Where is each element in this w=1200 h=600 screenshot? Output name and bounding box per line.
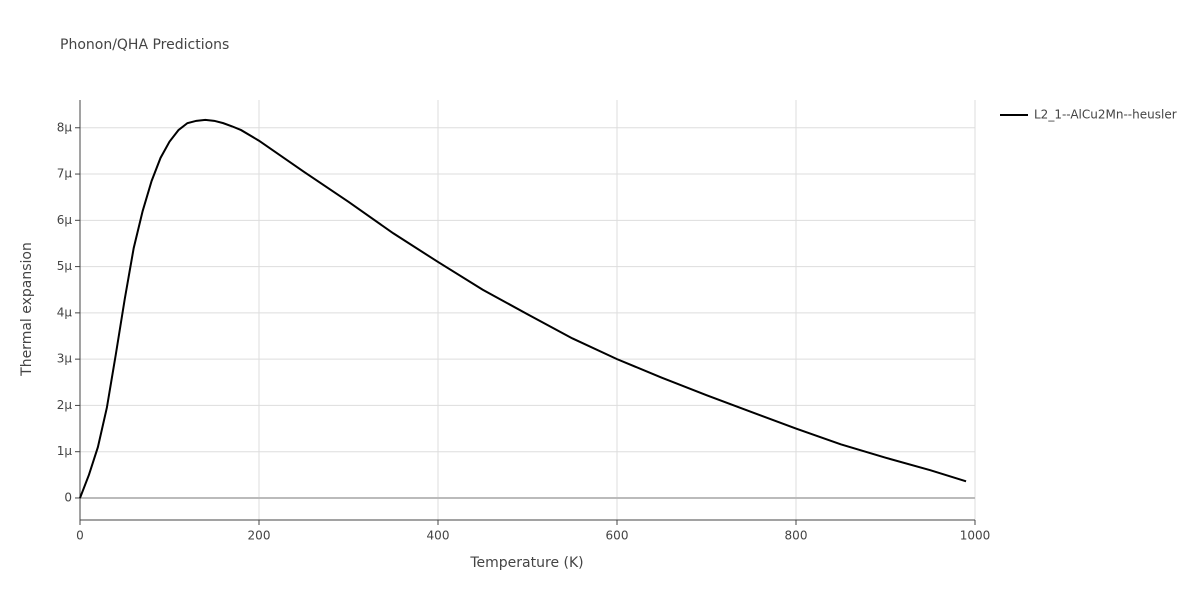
y-tick-label: 4µ bbox=[57, 305, 73, 319]
x-axis-title: Temperature (K) bbox=[469, 555, 583, 571]
x-tick-label: 1000 bbox=[960, 529, 991, 543]
y-tick-label: 0 bbox=[64, 490, 72, 504]
y-tick-label: 1µ bbox=[57, 444, 73, 458]
y-tick-label: 2µ bbox=[57, 398, 73, 412]
x-tick-label: 600 bbox=[606, 529, 629, 543]
y-tick-label: 3µ bbox=[57, 352, 73, 366]
x-tick-label: 400 bbox=[427, 529, 450, 543]
y-tick-label: 7µ bbox=[57, 167, 73, 181]
y-axis-title: Thermal expansion bbox=[19, 242, 35, 377]
x-tick-label: 0 bbox=[76, 529, 84, 543]
data-line bbox=[79, 118, 967, 499]
y-tick-label: 6µ bbox=[57, 213, 73, 227]
y-tick-label: 5µ bbox=[57, 259, 73, 273]
x-tick-label: 200 bbox=[248, 529, 271, 543]
chart-title: Phonon/QHA Predictions bbox=[60, 37, 229, 53]
legend-label: L2_1--AlCu2Mn--heusler bbox=[1034, 108, 1177, 122]
x-tick-label: 800 bbox=[785, 529, 808, 543]
y-tick-label: 8µ bbox=[57, 120, 73, 134]
